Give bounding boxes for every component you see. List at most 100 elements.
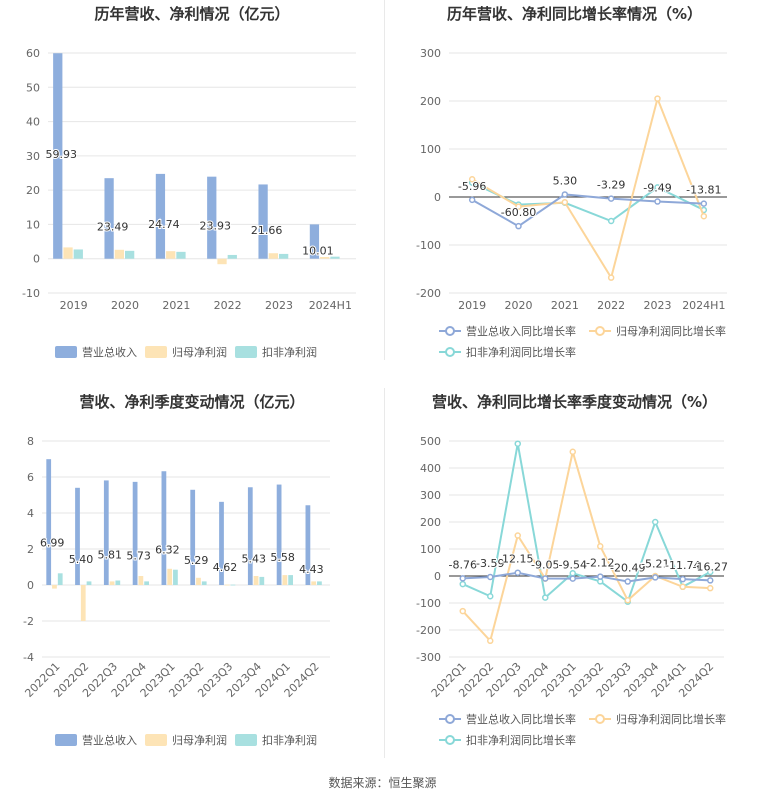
bar-2: [73, 249, 83, 259]
y-tick-label: -2: [23, 615, 34, 628]
legend-swatch-marker: [445, 735, 455, 745]
bar-1: [166, 251, 176, 259]
data-label: -16.27: [693, 560, 728, 573]
bar-2: [86, 581, 92, 585]
y-tick-label: 30: [26, 150, 40, 163]
series-line-1: [462, 451, 711, 643]
x-tick-label: 2024H1: [309, 299, 352, 312]
series-line-1: [471, 95, 705, 281]
bar-1: [253, 576, 259, 585]
point-2: [514, 440, 521, 447]
legend-swatch: [145, 346, 167, 358]
series-line-0: [462, 571, 711, 583]
data-label: -5.96: [458, 180, 486, 193]
y-tick-label: -100: [416, 597, 441, 610]
point-0: [569, 575, 576, 582]
point-0: [700, 200, 708, 207]
y-tick-label: 8: [27, 435, 34, 448]
bar-1: [224, 584, 230, 586]
point-0: [542, 575, 549, 582]
bar-1: [311, 581, 317, 585]
x-tick-label: 2022: [597, 299, 625, 312]
legend-swatch-marker: [445, 326, 455, 336]
chart-panel-annual-revenue: 历年营收、净利情况（亿元） -10 0 10 20 30 40 50 60 2019 2020 20…: [0, 0, 384, 370]
chart-title: 历年营收、净利情况（亿元）: [94, 5, 290, 23]
bar-1: [196, 577, 201, 585]
y-tick-label: 20: [26, 184, 40, 197]
vertical-divider-bottom: [384, 388, 385, 758]
y-tick-label: -100: [416, 239, 441, 252]
x-tick-label: 2020: [505, 299, 533, 312]
y-tick-label: 200: [420, 516, 441, 529]
x-tick-label: 2019: [60, 299, 88, 312]
annual-growth-chart: -200 -100 0 100 200 300 2019 2020 2021 2022 2023 20…: [416, 47, 727, 359]
legend-label: 扣非净利润同比增长率: [466, 733, 576, 747]
legend-label: 归母净利润: [172, 345, 227, 359]
x-tick-label: 2019: [458, 299, 486, 312]
chart-panel-quarterly-revenue: 营收、净利季度变动情况（亿元） -4 -2 0 2 4 6 8 2022Q1 2022Q2 202…: [0, 388, 384, 768]
y-tick-label: -200: [416, 287, 441, 300]
data-label: 6.32: [155, 543, 180, 556]
bar-2: [227, 254, 237, 259]
legend-label: 归母净利润同比增长率: [616, 712, 726, 726]
bar-0: [219, 501, 224, 585]
point-2: [607, 217, 615, 225]
data-label: 5.40: [69, 553, 94, 566]
point-0: [679, 575, 686, 583]
chart-title: 营收、净利同比增长率季度变动情况（%）: [431, 393, 718, 411]
bar-1: [52, 585, 57, 589]
legend-label: 营业总收入同比增长率: [466, 712, 576, 726]
x-tick-label: 2021: [551, 299, 579, 312]
point-0: [561, 191, 569, 198]
data-label: -9.54: [559, 559, 587, 572]
x-tick-label: 2023: [644, 299, 672, 312]
chart-panel-quarterly-growth: 营收、净利同比增长率季度变动情况（%） -300 -200 -100 0 100 200 3…: [384, 388, 765, 768]
legend-label: 归母净利润同比增长率: [616, 324, 726, 338]
point-1: [515, 203, 522, 210]
point-2: [707, 568, 714, 576]
bar-1: [320, 257, 330, 259]
point-2: [459, 580, 466, 588]
data-label: -3.29: [597, 179, 625, 192]
data-label: 24.74: [148, 218, 180, 231]
data-label: -20.49: [610, 562, 645, 575]
legend-swatch-marker: [445, 714, 455, 724]
data-label: 23.93: [200, 220, 232, 233]
data-label: -13.81: [686, 184, 721, 197]
point-1: [707, 584, 714, 592]
bar-2: [173, 569, 178, 585]
bar-0: [104, 178, 114, 259]
bar-2: [330, 256, 340, 259]
bar-2: [317, 581, 322, 585]
bar-0: [103, 480, 109, 585]
data-label: 5.58: [270, 551, 295, 564]
legend-label: 营业总收入: [82, 345, 137, 359]
point-0: [597, 573, 604, 580]
quarterly-growth-chart: -300-200-10001002003004005002022Q12022Q2…: [416, 435, 729, 747]
data-label: 10.01: [302, 245, 334, 258]
point-1: [514, 532, 521, 539]
bar-1: [109, 581, 115, 585]
chart-title: 营收、净利季度变动情况（亿元）: [79, 393, 305, 411]
vertical-divider-top: [384, 0, 385, 360]
legend-label: 扣非净利润: [262, 733, 317, 747]
point-2: [654, 184, 661, 191]
x-tick-label: 2024H1: [682, 299, 725, 312]
data-label: 5.29: [184, 554, 209, 567]
y-tick-label: -10: [22, 287, 40, 300]
point-0: [707, 577, 714, 584]
y-tick-label: 200: [420, 95, 441, 108]
data-label: 5.73: [126, 549, 151, 562]
point-1: [561, 199, 569, 206]
data-label: -60.80: [501, 206, 536, 219]
bar-0: [305, 505, 311, 585]
point-2: [542, 594, 549, 601]
bar-2: [201, 581, 207, 585]
y-tick-label: 0: [33, 253, 40, 266]
point-2: [487, 593, 494, 600]
bar-0: [258, 184, 268, 259]
y-tick-label: 0: [434, 570, 441, 583]
point-2: [652, 518, 659, 526]
point-0: [459, 575, 466, 582]
bar-1: [282, 575, 288, 585]
